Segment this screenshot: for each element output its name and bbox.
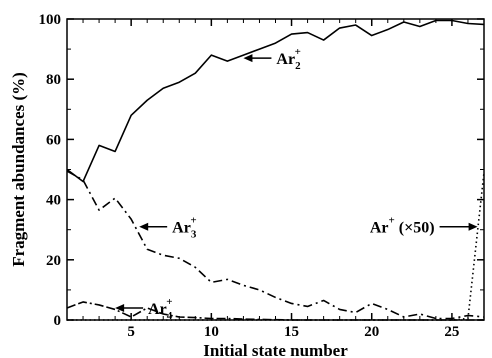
annotation-base: Ar bbox=[276, 51, 295, 68]
annotation-suffix: (×50) bbox=[395, 220, 435, 237]
series-annotation: Ar3 + bbox=[139, 215, 197, 241]
y-tick-label: 0 bbox=[54, 313, 62, 329]
ticks-layer: 0 20 40 60 80 100 5 10 15 20 25 bbox=[39, 12, 484, 340]
annotation-arrow-head bbox=[139, 222, 149, 231]
annotation-sub: 2 bbox=[295, 60, 301, 72]
series-annotation: Ar+ (×50) bbox=[370, 215, 478, 237]
annotation-sup: + bbox=[389, 215, 395, 227]
y-tick-label: 40 bbox=[46, 193, 61, 209]
y-tick-label: 80 bbox=[46, 72, 61, 88]
annotation-arrow-head bbox=[115, 303, 125, 312]
annotation-sup: + bbox=[190, 215, 196, 227]
y-tick-label: 100 bbox=[39, 12, 62, 28]
y-tick-label: 20 bbox=[46, 253, 61, 269]
y-tick-label: 60 bbox=[46, 132, 61, 148]
x-tick-label: 15 bbox=[284, 324, 299, 340]
x-tick-label: 10 bbox=[204, 324, 219, 340]
series-annotation: Ar2 + bbox=[243, 46, 301, 72]
series-line-1 bbox=[66, 19, 485, 183]
annotation-label: Ar4 + bbox=[148, 296, 173, 322]
series-annotation: Ar4 + bbox=[115, 296, 173, 322]
series-line-2 bbox=[66, 170, 485, 320]
annotation-layer: Ar2+Ar3+Ar4+Ar+ (×50) bbox=[115, 46, 478, 322]
x-axis-title: Initial state number bbox=[203, 341, 348, 358]
annotation-arrow-head bbox=[243, 54, 253, 63]
annotation-base: Ar bbox=[370, 220, 389, 237]
annotation-sub: 3 bbox=[191, 229, 197, 241]
x-tick-label: 5 bbox=[127, 324, 135, 340]
x-tick-label: 25 bbox=[444, 324, 459, 340]
annotation-sup: + bbox=[295, 46, 301, 58]
annotation-label: Ar3 + bbox=[172, 215, 197, 241]
annotation-arrow-head bbox=[468, 222, 478, 231]
annotation-label: Ar+ (×50) bbox=[370, 215, 435, 237]
annotation-base: Ar bbox=[148, 301, 167, 318]
x-tick-label: 20 bbox=[364, 324, 379, 340]
y-axis-title: Fragment abundances (%) bbox=[9, 72, 28, 267]
annotation-label: Ar2 + bbox=[276, 46, 301, 72]
annotation-sup: + bbox=[166, 296, 172, 308]
annotation-base: Ar bbox=[172, 220, 191, 237]
annotation-sub: 4 bbox=[167, 310, 173, 322]
